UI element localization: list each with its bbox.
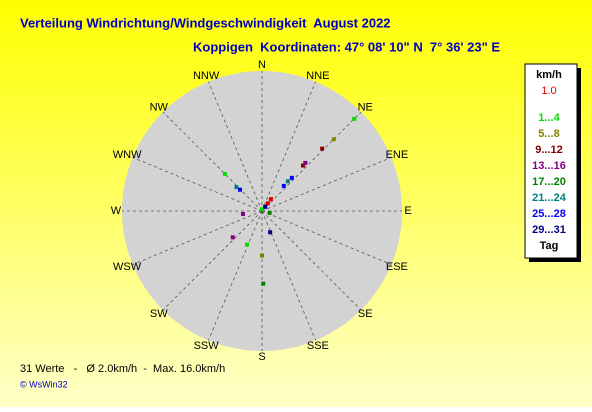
spoke xyxy=(132,210,263,265)
direction-label: ENE xyxy=(386,149,409,161)
spoke xyxy=(261,210,392,265)
point xyxy=(320,146,325,151)
point xyxy=(289,175,294,180)
legend-entry: 13...16 xyxy=(532,160,566,172)
stats: 31 Werte - Ø 2.0km/h - Max. 16.0km/h xyxy=(20,363,225,375)
legend-footer: Tag xyxy=(540,240,559,252)
direction-label: N xyxy=(258,59,266,71)
spoke xyxy=(261,210,362,311)
spoke xyxy=(132,157,263,212)
legend-box xyxy=(524,63,578,259)
point xyxy=(240,212,245,217)
direction-label: WSW xyxy=(113,261,142,273)
copyright: © WsWin32 xyxy=(20,379,68,389)
spoke xyxy=(162,210,263,311)
point xyxy=(285,179,290,184)
point xyxy=(268,197,273,202)
direction-label: ESE xyxy=(386,261,408,273)
legend-entry: 17...20 xyxy=(532,176,566,188)
spoke xyxy=(261,157,392,212)
point xyxy=(263,204,268,209)
legend-entry: 5...8 xyxy=(538,128,559,140)
point xyxy=(268,230,273,235)
chart-subtitle: Koppigen Koordinaten: 47° 08' 10" N 7° 3… xyxy=(193,39,500,54)
point xyxy=(230,235,235,240)
spoke xyxy=(261,111,362,212)
direction-label: S xyxy=(258,351,265,363)
point xyxy=(267,210,272,215)
point xyxy=(261,281,266,286)
spoke xyxy=(261,81,316,212)
point xyxy=(234,185,239,190)
spoke xyxy=(208,81,263,212)
legend-entry: 1.0 xyxy=(541,85,556,97)
direction-label: SSW xyxy=(194,340,220,352)
legend-entry: 1...4 xyxy=(538,112,560,124)
chart-title: Verteilung Windrichtung/Windgeschwindigk… xyxy=(20,15,391,30)
point xyxy=(300,163,305,168)
direction-label: NW xyxy=(150,102,169,114)
direction-label: WNW xyxy=(113,149,142,161)
legend-entry: 29...31 xyxy=(532,224,566,236)
direction-label: NNE xyxy=(306,70,329,82)
point xyxy=(260,253,264,258)
direction-label: NNW xyxy=(193,70,220,82)
point xyxy=(265,201,270,206)
direction-label: NE xyxy=(358,102,373,114)
legend-entry: 25...28 xyxy=(532,208,566,220)
legend-entry: 21...24 xyxy=(532,192,567,204)
legend-entry: 9...12 xyxy=(535,144,563,156)
point xyxy=(245,242,250,247)
direction-label: W xyxy=(111,205,122,217)
spoke xyxy=(162,111,263,212)
point xyxy=(303,160,308,165)
spoke xyxy=(208,210,263,341)
point xyxy=(222,171,227,176)
point xyxy=(352,116,357,121)
spoke xyxy=(261,210,316,341)
legend-title: km/h xyxy=(536,69,562,81)
point xyxy=(281,183,286,188)
direction-label: SW xyxy=(150,308,168,320)
point xyxy=(260,207,264,212)
direction-label: E xyxy=(404,205,411,217)
direction-label: SSE xyxy=(307,340,329,352)
point xyxy=(331,137,336,142)
point xyxy=(237,187,242,192)
direction-label: SE xyxy=(358,308,373,320)
